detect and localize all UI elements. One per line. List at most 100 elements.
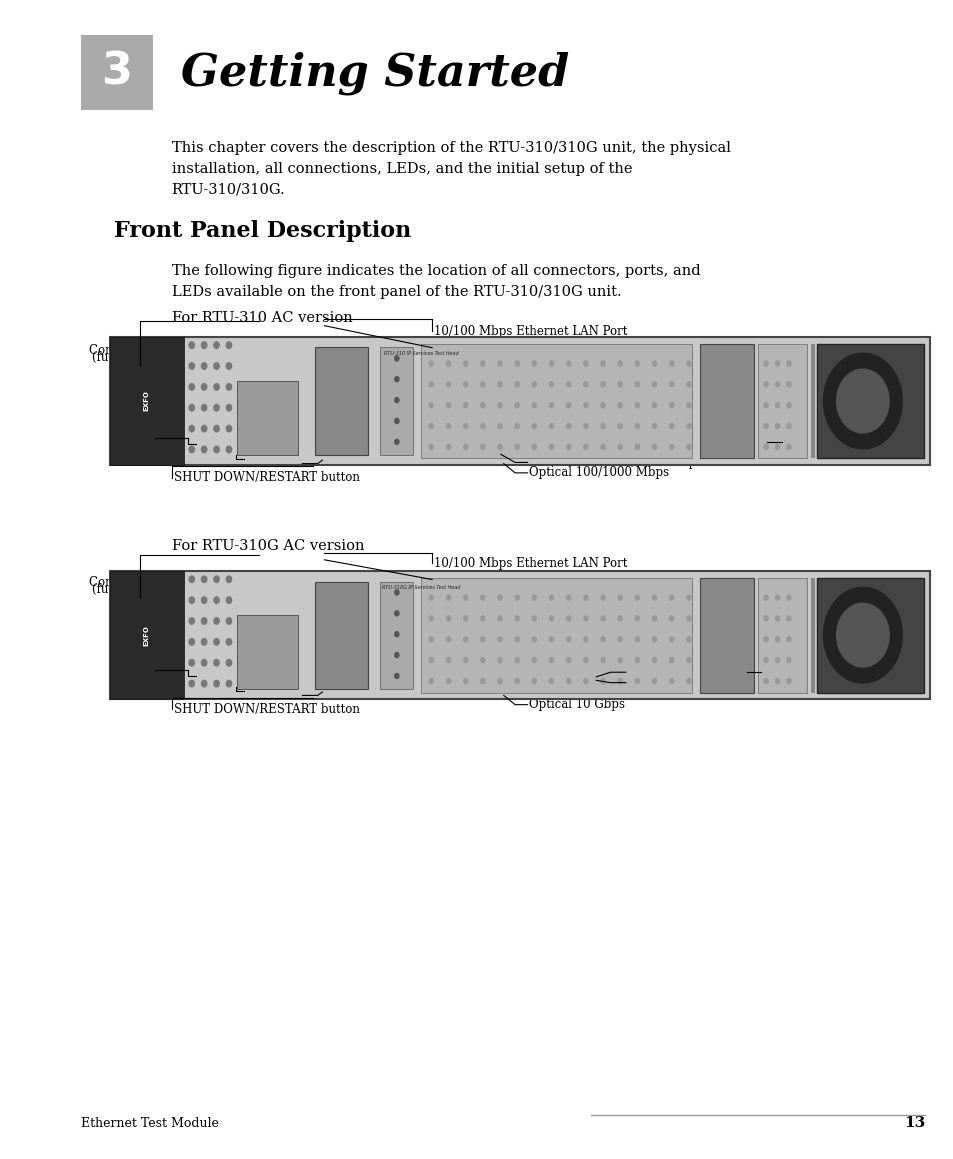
Circle shape	[652, 423, 656, 429]
Circle shape	[583, 615, 587, 621]
Circle shape	[532, 423, 536, 429]
Circle shape	[497, 595, 501, 600]
Circle shape	[213, 342, 219, 349]
Circle shape	[763, 678, 767, 684]
Circle shape	[822, 353, 902, 449]
Circle shape	[429, 636, 433, 642]
Circle shape	[549, 657, 553, 663]
Circle shape	[189, 618, 194, 625]
Text: EXT. CLK: EXT. CLK	[627, 665, 683, 679]
Circle shape	[515, 678, 518, 684]
Circle shape	[189, 597, 194, 604]
Circle shape	[532, 444, 536, 450]
Circle shape	[836, 369, 888, 433]
Circle shape	[836, 603, 888, 668]
Circle shape	[429, 444, 433, 450]
Circle shape	[395, 439, 398, 444]
Circle shape	[775, 402, 779, 408]
Circle shape	[446, 381, 450, 387]
Bar	[757, 577, 806, 692]
Circle shape	[480, 615, 484, 621]
Circle shape	[446, 444, 450, 450]
Circle shape	[763, 381, 767, 387]
Circle shape	[652, 615, 656, 621]
Circle shape	[463, 636, 467, 642]
Circle shape	[213, 680, 219, 687]
Text: (future use): (future use)	[91, 351, 162, 364]
Bar	[314, 582, 368, 688]
Bar	[110, 571, 183, 699]
Circle shape	[189, 639, 194, 646]
Circle shape	[213, 597, 219, 604]
Circle shape	[600, 657, 604, 663]
Circle shape	[566, 444, 570, 450]
Circle shape	[600, 423, 604, 429]
Circle shape	[429, 678, 433, 684]
Circle shape	[395, 398, 398, 402]
Circle shape	[686, 595, 690, 600]
Circle shape	[463, 360, 467, 366]
Circle shape	[515, 657, 518, 663]
Circle shape	[201, 576, 207, 583]
Circle shape	[669, 636, 673, 642]
Circle shape	[201, 446, 207, 453]
Circle shape	[395, 653, 398, 657]
Circle shape	[686, 423, 690, 429]
Circle shape	[635, 595, 639, 600]
Text: Ethernet Test Module: Ethernet Test Module	[81, 1117, 219, 1130]
Circle shape	[549, 636, 553, 642]
Circle shape	[480, 444, 484, 450]
Circle shape	[446, 360, 450, 366]
Circle shape	[226, 680, 232, 687]
Text: 10/100 Mbps Ethernet CRAFT Port: 10/100 Mbps Ethernet CRAFT Port	[434, 341, 642, 355]
Circle shape	[635, 615, 639, 621]
Circle shape	[635, 423, 639, 429]
Circle shape	[497, 381, 501, 387]
Circle shape	[226, 425, 232, 432]
Circle shape	[618, 360, 621, 366]
Circle shape	[213, 659, 219, 666]
Circle shape	[497, 360, 501, 366]
Circle shape	[566, 360, 570, 366]
Circle shape	[480, 402, 484, 408]
Circle shape	[583, 402, 587, 408]
Circle shape	[549, 615, 553, 621]
Circle shape	[201, 342, 207, 349]
Circle shape	[669, 402, 673, 408]
Circle shape	[395, 418, 398, 423]
Circle shape	[395, 356, 398, 360]
Text: Getting Started: Getting Started	[181, 51, 569, 95]
Circle shape	[652, 595, 656, 600]
Circle shape	[635, 657, 639, 663]
Circle shape	[532, 381, 536, 387]
Circle shape	[600, 595, 604, 600]
Text: AC Power Plug: AC Power Plug	[783, 435, 872, 449]
Text: REF OUT: REF OUT	[627, 676, 684, 690]
Circle shape	[566, 678, 570, 684]
Circle shape	[497, 636, 501, 642]
Circle shape	[618, 615, 621, 621]
Circle shape	[583, 423, 587, 429]
Circle shape	[429, 595, 433, 600]
Circle shape	[213, 618, 219, 625]
Circle shape	[786, 402, 790, 408]
Circle shape	[480, 678, 484, 684]
Circle shape	[226, 618, 232, 625]
Text: EXFO: EXFO	[144, 625, 150, 646]
Circle shape	[635, 678, 639, 684]
Circle shape	[775, 615, 779, 621]
Circle shape	[775, 423, 779, 429]
Circle shape	[652, 636, 656, 642]
Circle shape	[822, 588, 902, 683]
Circle shape	[786, 636, 790, 642]
Circle shape	[566, 381, 570, 387]
Circle shape	[213, 576, 219, 583]
Circle shape	[635, 636, 639, 642]
Circle shape	[201, 639, 207, 646]
Bar	[816, 344, 923, 459]
Circle shape	[549, 360, 553, 366]
Circle shape	[566, 636, 570, 642]
Circle shape	[549, 423, 553, 429]
Circle shape	[763, 444, 767, 450]
Circle shape	[463, 678, 467, 684]
